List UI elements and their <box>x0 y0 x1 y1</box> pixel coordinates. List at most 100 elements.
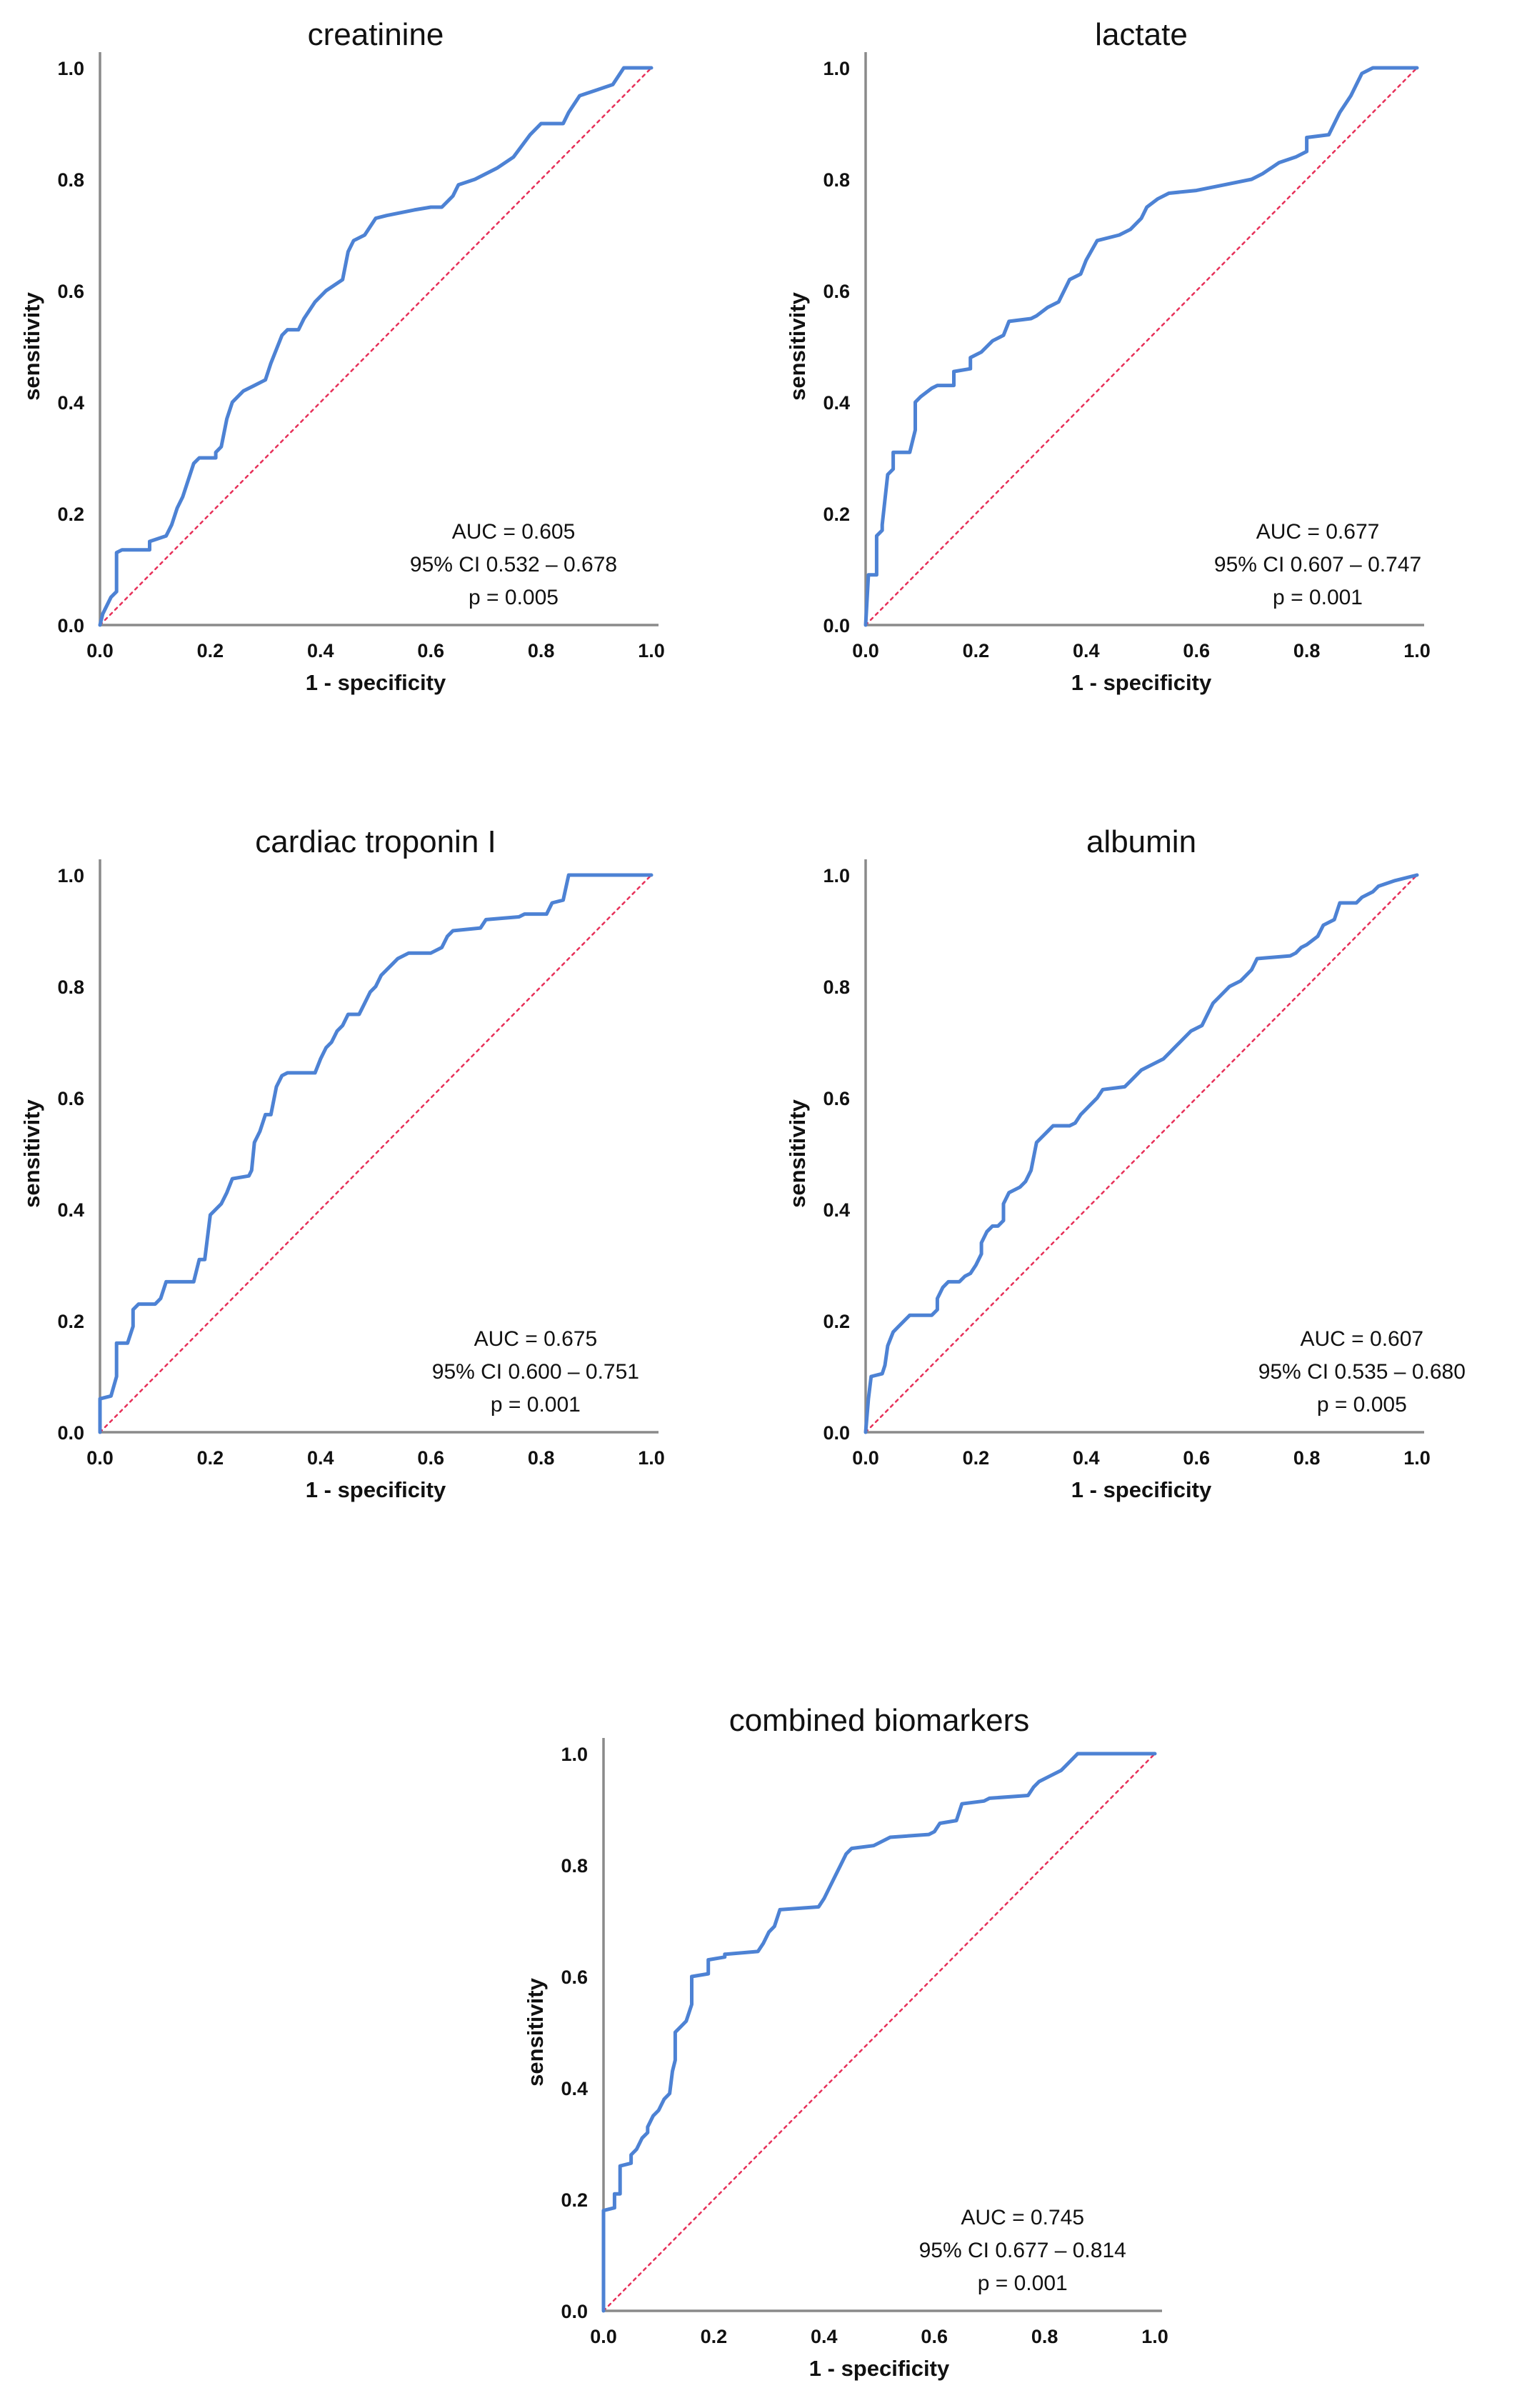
y-axis-label: sensitivity <box>19 1099 44 1208</box>
auc-value: AUC = 0.677 <box>1256 520 1380 544</box>
svg-text:1.0: 1.0 <box>1403 640 1431 661</box>
svg-text:0.6: 0.6 <box>1183 1447 1210 1469</box>
roc-canvas-combined-biomarkers: 0.0 0.2 0.4 0.6 0.8 1.0 0.0 0.2 0.4 0.6 0.8 1.0 <box>561 1738 1168 2347</box>
svg-text:0.8: 0.8 <box>561 1855 588 1877</box>
svg-text:0.0: 0.0 <box>852 1447 879 1469</box>
svg-text:0.2: 0.2 <box>963 1447 990 1469</box>
svg-text:0.4: 0.4 <box>57 1199 84 1221</box>
svg-text:0.4: 0.4 <box>561 2078 588 2099</box>
svg-text:0.2: 0.2 <box>963 640 990 661</box>
auc-value: AUC = 0.745 <box>961 2206 1085 2229</box>
plot-title: creatinine <box>307 17 444 52</box>
svg-text:0.8: 0.8 <box>528 640 555 661</box>
svg-text:0.0: 0.0 <box>86 640 114 661</box>
p-value: p = 0.005 <box>1316 1393 1407 1417</box>
auc-value: AUC = 0.675 <box>474 1327 598 1351</box>
svg-text:0.0: 0.0 <box>823 1422 850 1444</box>
svg-text:0.2: 0.2 <box>197 1447 224 1469</box>
svg-text:0.0: 0.0 <box>823 615 850 636</box>
x-axis-label: 1 - specificity <box>305 670 446 695</box>
svg-text:1.0: 1.0 <box>57 58 84 79</box>
ci-value: 95% CI 0.677 – 0.814 <box>918 2239 1126 2262</box>
svg-text:1.0: 1.0 <box>1141 2326 1168 2347</box>
auc-annotation: AUC = 0.677 95% CI 0.607 – 0.747 p = 0.0… <box>1214 516 1421 614</box>
ci-value: 95% CI 0.532 – 0.678 <box>409 553 618 576</box>
svg-text:0.2: 0.2 <box>197 640 224 661</box>
svg-text:1.0: 1.0 <box>823 58 850 79</box>
ci-value: 95% CI 0.600 – 0.751 <box>431 1360 639 1384</box>
svg-text:0.4: 0.4 <box>307 640 334 661</box>
svg-text:0.6: 0.6 <box>1183 640 1210 661</box>
svg-text:0.2: 0.2 <box>823 504 850 525</box>
p-value: p = 0.005 <box>469 586 559 609</box>
ci-value: 95% CI 0.607 – 0.747 <box>1213 553 1422 576</box>
plot-title: albumin <box>1086 824 1197 859</box>
p-value: p = 0.001 <box>977 2272 1068 2295</box>
roc-canvas-lactate: 0.0 0.2 0.4 0.6 0.8 1.0 0.0 0.2 0.4 0.6 0.8 1.0 <box>823 52 1431 661</box>
roc-canvas-creatinine: 0.0 0.2 0.4 0.6 0.8 1.0 0.0 0.2 0.4 0.6 0.8 1.0 <box>57 52 665 661</box>
svg-text:0.4: 0.4 <box>823 1199 850 1221</box>
ci-value: 95% CI 0.535 – 0.680 <box>1258 1360 1466 1384</box>
svg-text:0.6: 0.6 <box>57 281 84 302</box>
auc-annotation: AUC = 0.745 95% CI 0.677 – 0.814 p = 0.0… <box>919 2202 1126 2300</box>
x-axis-label: 1 - specificity <box>1071 670 1212 695</box>
svg-text:1.0: 1.0 <box>561 1744 588 1765</box>
svg-text:0.8: 0.8 <box>823 169 850 191</box>
svg-text:0.2: 0.2 <box>57 504 84 525</box>
y-axis-label: sensitivity <box>785 1099 810 1208</box>
roc-canvas-cardiac-troponin-i: 0.0 0.2 0.4 0.6 0.8 1.0 0.0 0.2 0.4 0.6 0.8 1.0 <box>57 859 665 1469</box>
p-value: p = 0.001 <box>490 1393 581 1417</box>
svg-text:0.0: 0.0 <box>86 1447 114 1469</box>
plot-title: lactate <box>1095 17 1188 52</box>
roc-row-3: 0.0 0.2 0.4 0.6 0.8 1.0 0.0 0.2 0.4 0.6 0.8 1.0 com… <box>504 1686 1532 2408</box>
svg-text:0.2: 0.2 <box>57 1311 84 1332</box>
svg-text:0.6: 0.6 <box>823 281 850 302</box>
svg-text:0.2: 0.2 <box>823 1311 850 1332</box>
svg-text:0.2: 0.2 <box>701 2326 728 2347</box>
auc-value: AUC = 0.607 <box>1300 1327 1424 1351</box>
plot-title: combined biomarkers <box>729 1703 1030 1738</box>
roc-plot-cardiac-troponin-i: 0.0 0.2 0.4 0.6 0.8 1.0 0.0 0.2 0.4 0.6 0.8 1.0 car… <box>0 807 766 1586</box>
svg-text:0.4: 0.4 <box>1073 1447 1100 1469</box>
roc-plot-albumin: 0.0 0.2 0.4 0.6 0.8 1.0 0.0 0.2 0.4 0.6 0.8 1.0 alb… <box>766 807 1531 1586</box>
svg-text:0.8: 0.8 <box>1293 640 1321 661</box>
roc-row-1: 0.0 0.2 0.4 0.6 0.8 1.0 0.0 0.2 0.4 0.6 0.8 1.0 cre… <box>0 0 1532 779</box>
svg-text:0.4: 0.4 <box>57 392 84 414</box>
svg-text:0.8: 0.8 <box>57 976 84 998</box>
roc-plot-creatinine: 0.0 0.2 0.4 0.6 0.8 1.0 0.0 0.2 0.4 0.6 0.8 1.0 cre… <box>0 0 766 779</box>
svg-text:0.0: 0.0 <box>852 640 879 661</box>
x-axis-label: 1 - specificity <box>808 2356 950 2381</box>
svg-text:0.4: 0.4 <box>823 392 850 414</box>
svg-text:1.0: 1.0 <box>823 865 850 886</box>
svg-text:0.6: 0.6 <box>921 2326 948 2347</box>
svg-text:0.8: 0.8 <box>823 976 850 998</box>
roc-plot-lactate: 0.0 0.2 0.4 0.6 0.8 1.0 0.0 0.2 0.4 0.6 0.8 1.0 lac… <box>766 0 1531 779</box>
x-axis-label: 1 - specificity <box>305 1477 446 1502</box>
svg-text:0.4: 0.4 <box>307 1447 334 1469</box>
svg-text:0.6: 0.6 <box>417 1447 444 1469</box>
svg-text:0.8: 0.8 <box>57 169 84 191</box>
svg-text:0.6: 0.6 <box>823 1088 850 1109</box>
svg-text:0.6: 0.6 <box>561 1967 588 1988</box>
y-axis-label: sensitivity <box>19 292 44 401</box>
auc-value: AUC = 0.605 <box>451 520 576 544</box>
y-axis-label: sensitivity <box>523 1978 548 2087</box>
roc-canvas-albumin: 0.0 0.2 0.4 0.6 0.8 1.0 0.0 0.2 0.4 0.6 0.8 1.0 <box>823 859 1431 1469</box>
y-axis-label: sensitivity <box>785 292 810 401</box>
auc-annotation: AUC = 0.605 95% CI 0.532 – 0.678 p = 0.0… <box>410 516 617 614</box>
svg-text:0.4: 0.4 <box>811 2326 838 2347</box>
svg-text:1.0: 1.0 <box>1403 1447 1431 1469</box>
x-axis-label: 1 - specificity <box>1071 1477 1212 1502</box>
auc-annotation: AUC = 0.675 95% CI 0.600 – 0.751 p = 0.0… <box>432 1323 639 1422</box>
svg-text:1.0: 1.0 <box>57 865 84 886</box>
svg-text:0.0: 0.0 <box>561 2301 588 2322</box>
svg-text:0.2: 0.2 <box>561 2189 588 2211</box>
svg-text:0.6: 0.6 <box>417 640 444 661</box>
svg-text:0.4: 0.4 <box>1073 640 1100 661</box>
svg-text:0.0: 0.0 <box>57 615 84 636</box>
svg-text:0.0: 0.0 <box>57 1422 84 1444</box>
svg-text:0.6: 0.6 <box>57 1088 84 1109</box>
svg-text:0.0: 0.0 <box>590 2326 617 2347</box>
